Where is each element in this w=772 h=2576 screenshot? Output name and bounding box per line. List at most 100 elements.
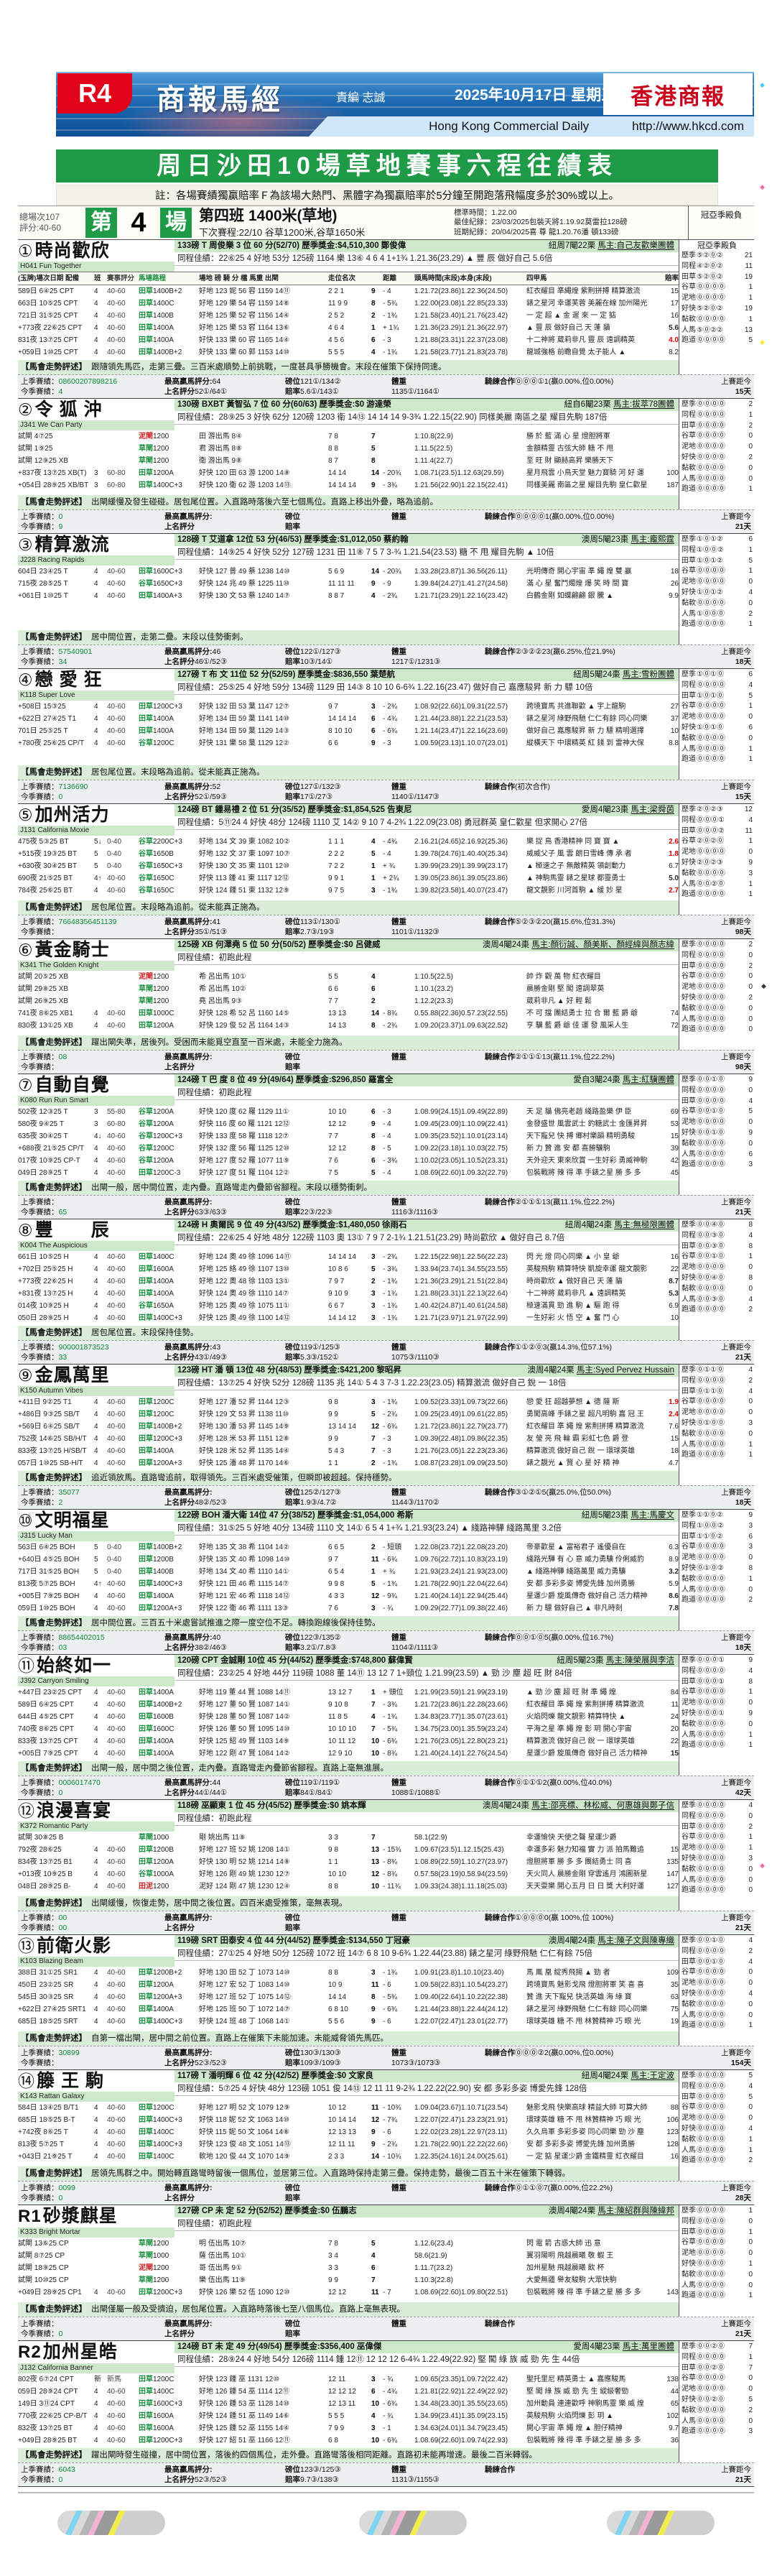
record-row: 跑道 ⓪⓪⓪⓪ 0 [682, 1886, 753, 1895]
perf-row: +702日 25⑤25 H 4 40-60 田草1600A 好地 125 絡 49 … [18, 1265, 679, 1273]
record-row: 人馬 ⓪⓪⓪⓪ 1 [682, 744, 753, 753]
record-row: 歷季 ⓪⓪⓪① 9 [682, 1656, 753, 1664]
newspaper-header: R4 商報馬經 責編 志誠 2025年10月17日 星期五 香港商報 Hong … [56, 72, 754, 137]
perf-row: 059日 1⑩25 BOH 4 40-60 田草1200A+3 好快 122 衛 4… [18, 1605, 679, 1612]
perf-row: 試閘 13⑥25 CP 草閘1200 明 伍出馬 10⑦ 7 8 5 1.12.6… [18, 2240, 601, 2248]
masthead-title: 商報馬經 [157, 84, 283, 116]
record-row: 同程 ⓪⓪⓪⓪ 2 [682, 1376, 753, 1385]
record-row: 谷草 ⓪⓪①⓪ 5 [682, 1107, 753, 1116]
club-comment: 【馬會走勢評述】 居包尾位置。末段保持佳勢。 [18, 1326, 679, 1340]
same-course-record: 同程佳績：22⑥25 4 好地 48分 122磅 1103 奧 13① 7 9 … [175, 1232, 679, 1245]
perf-row: 721日 31⑤25 CPT 4 40-60 田草1400B 好地 125 樂 52… [18, 312, 679, 320]
perf-row: 644日 4⑤25 CPT 4 40-60 田草1600B 好快 128 董 50 … [18, 1713, 679, 1721]
perf-row: 752夜 14⑥25 SB/H/T 4 40-60 田草1200C+3 好地 128… [18, 1435, 679, 1443]
record-row: 谷草 ⓪⓪⓪⓪ 1 [682, 567, 753, 576]
perf-row: +508日 15③25 4 40-60 田草1200C+3 好快 132 田 53 … [18, 703, 679, 711]
record-row: 好快 ⓪⓪①⓪ 9 [682, 1128, 753, 1137]
record-sidebar: 歷季 ⓪⓪⓪⓪ 4 同程 ⓪⓪⓪⓪ 0 田草 ⓪⓪⓪⓪ 2 谷草 ⓪⓪⓪⓪ 1 泥地 ⓪⓪⓪⓪ 1 好快 ⓪⓪⓪… [679, 1800, 754, 1911]
record-row: 好快 ⓪⓪⓪⓪ 4 [682, 1989, 753, 1998]
race-label-di: 第 [85, 208, 117, 238]
record-row: 泥地 ⓪⓪⓪⓪ 1 [682, 294, 753, 303]
perf-row: 057日 1⑩25 SB-H/T 4 40-60 田草1200A+3 好快 125 … [18, 1459, 679, 1467]
perf-row: 049日 28⑨25 T 4 40-60 田草1200C-3 好快 127 度 51… [18, 1169, 679, 1177]
record-row: 跑道 ⓪⓪⓪⓪ 1 [682, 755, 753, 764]
horse-info-line: 119磅 SRT 田泰安 4 位 44 分(44/52) 歷季獎金:$134,5… [175, 1935, 679, 1947]
record-row: 歷季 ⓪⓪⓪⓪ 4 [682, 1801, 753, 1809]
perf-row: +773夜 22⑥25 H 4 40-60 田草1400A 好地 122 奧 48 … [18, 1278, 679, 1285]
horse-name: ⑩文明福星 [18, 1510, 110, 1531]
perf-row: +569日 6④25 SB/T 4 40-60 田草1400B+2 好地 130 潘… [18, 1423, 679, 1431]
perf-row: 604日 23④25 T 4 40-60 田草1600C+3 好快 127 普 49… [18, 568, 679, 576]
record-row: 好快 ②⓪②③ 9 [682, 858, 753, 867]
record-row: 田草 ⓪⓪⓪⓪ 5 [682, 2092, 753, 2101]
performance-rows: 475夜 5③25 BT 5↓ 0-40 谷草2200C+3 好地 134 文 39… [18, 836, 679, 899]
horse-name: R1砂漿麒星 [18, 2206, 118, 2226]
page-end-rule [18, 2492, 754, 2493]
record-row: 泥地 ⓪⓪⓪⓪ 0 [682, 1699, 753, 1707]
horse-info-line: 124磅 H 奧爾民 9 位 49 分(43/52) 歷季獎金:$1,480,0… [175, 1219, 679, 1232]
horse-code: K333 Bright Mortar [18, 2228, 175, 2238]
website-url[interactable]: http://www.hkcd.com [632, 119, 744, 133]
horse-info-line: 123磅 HT 潘 頓 13位 48 分(48/53) 歷季獎金:$421,20… [175, 1365, 679, 1377]
horse-code: K143 Rattan Galaxy [18, 2092, 175, 2102]
perf-row: +622日 27④25 SRT1 4 40-60 田草1400A 好地 125 班 … [18, 2005, 679, 2013]
performance-rows: +447日 23②25 CPT 4 40-60 田草1400A 好地 119 董 4… [18, 1686, 679, 1760]
performance-rows: 388日 31①25 SR1 4 40-60 田草1200B+2 好地 130 田 … [18, 1967, 679, 2030]
record-row: 田草 ①①⓪② 6 [682, 1532, 753, 1541]
record-row: 泥地 ⓪⓪⓪⓪ 1 [682, 1844, 753, 1852]
horse-name: ⑨金鳳萬里 [18, 1365, 110, 1385]
record-row: 跑道 ⓪⓪⓪⓪ 1 [682, 1741, 753, 1750]
same-course-record: 同程佳績：初跑此程 [175, 2217, 679, 2231]
club-comment: 【馬會走勢評述】 出閘一般，居中間位置，走內疊。直路彎走內疊節省腳程。末段以穩勢衝… [18, 1181, 679, 1195]
record-sidebar: 歷季 ⓪⓪⓪⓪ 5 同程 ⓪⓪⓪⓪ 4 田草 ⓪⓪⓪⓪ 5 谷草 ⓪⓪⓪⓪ 0 泥地 ⓪⓪⓪⓪ 0 好快 ⓪⓪⓪… [679, 2070, 754, 2181]
horse-info-line: 120磅 CPT 金誠剛 10位 45 分(44/52) 歷季獎金:$748,8… [175, 1655, 679, 1667]
record-row: 同程 ⓪⓪⓪⓪ 0 [682, 1086, 753, 1094]
perf-row: 833夜 13⑦25 H/SB/T 4 40-60 田草1400A 好快 128 米… [18, 1447, 679, 1455]
horse-number: ② [18, 400, 34, 419]
record-row: 谷草 ⓪⓪⓪⓪ 1 [682, 702, 753, 711]
perf-row: 715夜 28⑤25 T 4 40-60 谷草1650C+3 好快 124 兆 49… [18, 580, 679, 588]
record-row: 跑道 ⓪⓪⓪⓪ 0 [682, 1025, 753, 1034]
record-row: 泥地 ⓪⓪⓪⓪ 0 [682, 983, 753, 992]
perf-row: 834夜 13⑦25 B1 4 40-60 田草1200A 好快 130 明 52 … [18, 1858, 679, 1866]
race-info-bar: 總場次107 評分:40-60 第 4 場 第四班 1400米(草地) 下次賽程… [18, 206, 754, 240]
record-row: 同程 ⓪⓪⓪⓪ 0 [682, 2217, 753, 2225]
horse-stats: 上季賽績：08 今季賽績： 最高贏馬評分: 上名評分 磅位 賠率 體重 騎練合作②①①… [18, 1050, 754, 1074]
record-row: 田草 ⓪⓪⓪① 8 [682, 1677, 753, 1686]
record-row: 泥地 ⓪⓪⓪⓪ 0 [682, 578, 753, 586]
record-row: 跑道 ⓪⓪⓪⓪ 1 [682, 890, 753, 899]
club-comment: 【馬會走勢評述】 出閘一般，居中間之後位置，走內疊。直路彎走內疊節省腳程。直路上毫… [18, 1761, 679, 1776]
club-comment: 【馬會走勢評述】 居包尾位置。末段略為追前。從未能真正施為。 [18, 900, 679, 915]
horse-code: K341 The Golden Knight [18, 961, 175, 971]
record-row: 黏軟 ⓪⓪⓪⓪ 0 [682, 599, 753, 607]
record-row: 好快 ⓪⓪②⓪ 5 [682, 2395, 753, 2404]
horse-block: ⑧豐 辰 K004 The Auspicious 124磅 H 奧爾民 9 位 … [18, 1219, 754, 1365]
record-row: 跑道 ⓪⓪⓪⓪ 1 [682, 620, 753, 629]
record-column-title: 冠亞季殿負 [688, 206, 754, 239]
perf-row: 試閘 29⑧25 XB 草閘1200 希 呂出馬 10② 6 6 6 1.10.1… [18, 985, 605, 993]
race-records: 標準時間：1.22.00 最佳紀錄：23/03/2025包裝天將1.19.92莫… [454, 208, 628, 236]
perf-row: 048日 28⑨25 B- 4 40-60 田泥1200 泥好 124 剛 47 姚… [18, 1883, 679, 1891]
perf-row: 813夜 5⑦25 T 4 40-60 田草1400C+3 好快 123 俊 48 … [18, 2141, 679, 2148]
record-row: 歷季 ⓪①①⓪ 4 [682, 1366, 753, 1374]
horse-stats: 上季賽績：7136690 今季賽績：0 最高贏馬評分:52 上名評分52①/59③ … [18, 780, 754, 804]
header-subbar: Hong Kong Commercial Daily http://www.hk… [309, 116, 754, 137]
record-row: 人馬 ⓪⓪⓪⓪ 0 [682, 2416, 753, 2425]
perf-row: 試閘 10⑩25 CP 草閘1200 樂 伍出馬 11⑨ 9 9 7 1.10.3… [18, 2276, 617, 2284]
record-row: 黏軟 ⓪⓪⓪⓪ 0 [682, 2270, 753, 2279]
record-row: 泥地 ⓪⓪⓪⓪ 0 [682, 2114, 753, 2123]
record-row: 田草 ⑤②⓪② 19 [682, 272, 753, 281]
record-row: 同程 ⓪⓪⓪⓪ 0 [682, 951, 753, 959]
club-comment: 【馬會走勢評述】 自第一檔出閘，居中間之前位置。直路上在催策下未能加速。未能威脅領… [18, 2031, 679, 2046]
horse-block: ⑫浪漫喜宴 K372 Romantic Party 118磅 巫顯東 1 位 4… [18, 1800, 754, 1935]
record-row: 同程 ⓪⓪⓪⓪ 1 [682, 410, 753, 419]
race-number: 4 [131, 207, 147, 238]
record-row: 好快 ⓪①⓪⓪ 3 [682, 1418, 753, 1427]
horse-code: K004 The Auspicious [18, 1241, 175, 1251]
record-row: 黏軟 ⓪⓪⓪⓪ 1 [682, 2135, 753, 2143]
record-sidebar: 歷季 ①⓪①⓪ 6 同程 ⓪⓪⓪⓪ 4 田草 ①⓪①⓪ 5 谷草 ⓪⓪⓪⓪ 1 泥地 ⓪⓪⓪⓪ 0 好快 ①⓪①… [679, 669, 754, 780]
record-row: 好快 ①⓪①⓪ 6 [682, 723, 753, 731]
record-row: 好快 ⓪⓪⓪⓪ 2 [682, 453, 753, 461]
horse-number: ⑥ [18, 941, 34, 959]
perf-row: 475夜 5③25 BT 5↓ 0-40 谷草2200C+3 好地 134 文 39… [18, 838, 679, 846]
